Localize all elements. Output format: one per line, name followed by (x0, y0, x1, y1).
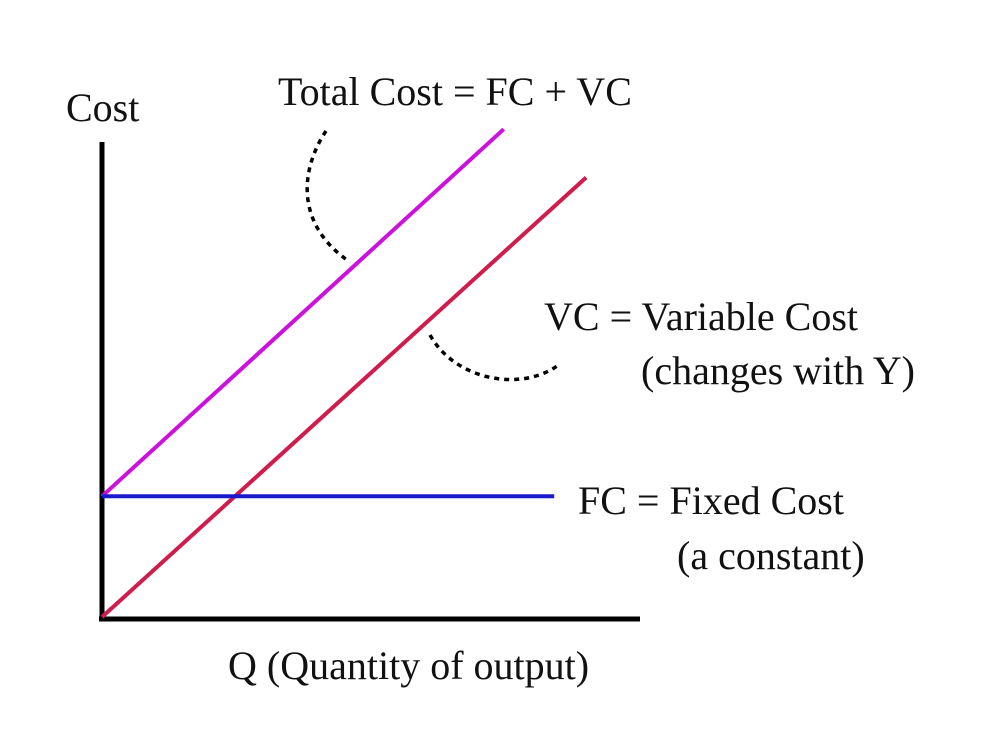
fc-label: FC = Fixed Cost (578, 478, 844, 523)
vc-label-leader (428, 334, 559, 382)
tc-label: Total Cost = FC + VC (278, 69, 632, 114)
x-axis-label: Q (Quantity of output) (228, 643, 589, 688)
series-layer (100, 127, 588, 619)
tc-label-leader (305, 130, 351, 264)
tc-line (100, 127, 506, 498)
y-axis-label: Cost (66, 85, 139, 130)
fc-label-note: (a constant) (677, 533, 865, 578)
vc-label-note: (changes with Y) (641, 348, 915, 393)
vc-label: VC = Variable Cost (544, 294, 858, 339)
vc-line (100, 176, 588, 619)
